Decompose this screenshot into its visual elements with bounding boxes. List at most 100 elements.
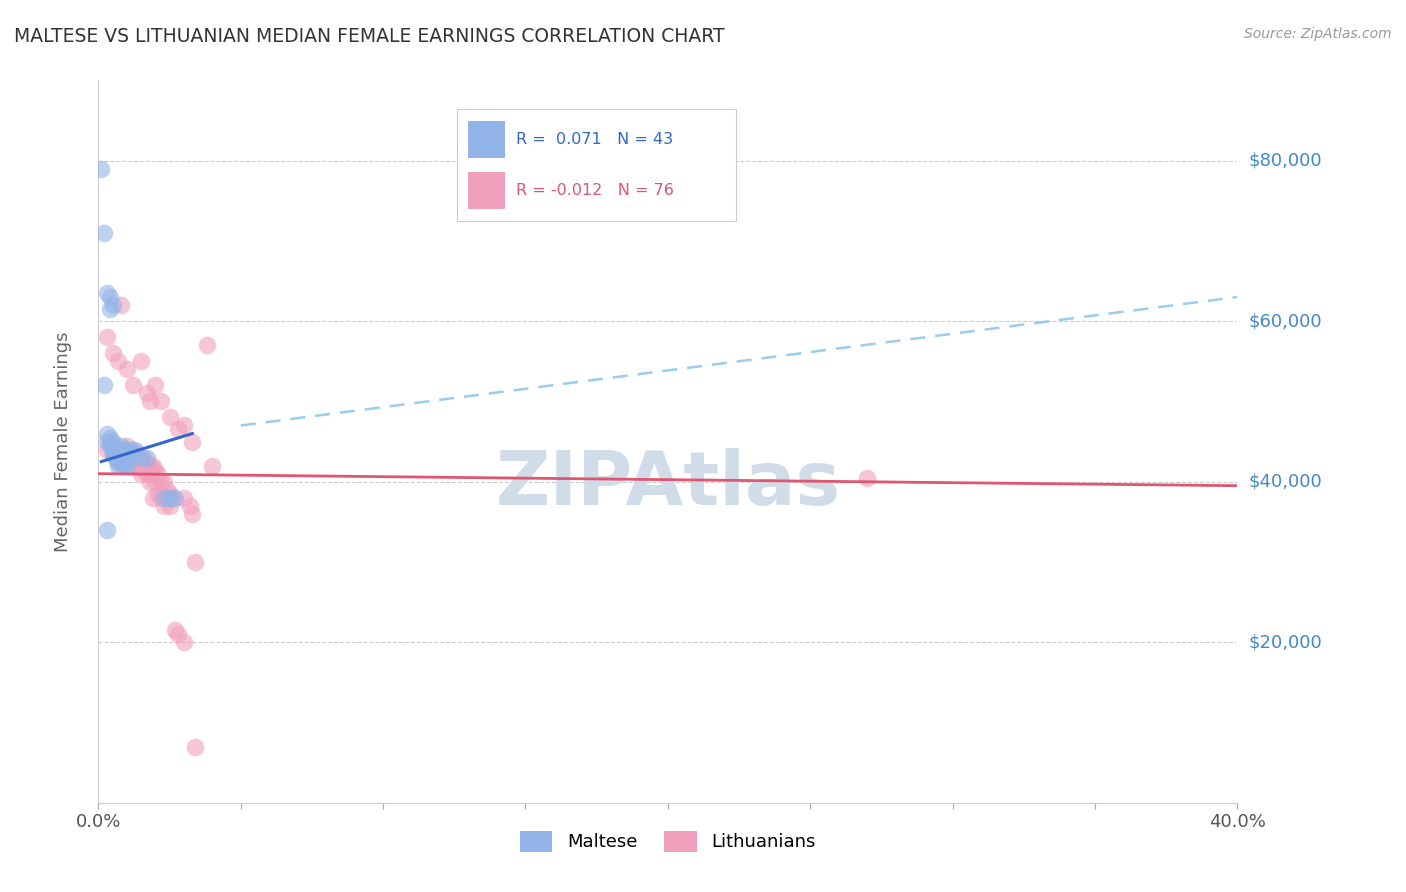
- Point: [127, 450, 149, 465]
- Point: [115, 362, 138, 376]
- Point: [121, 450, 143, 465]
- Point: [129, 354, 152, 368]
- Point: [104, 450, 127, 465]
- Point: [135, 386, 157, 401]
- Point: [104, 450, 127, 465]
- Point: [181, 434, 204, 449]
- Point: [101, 298, 124, 312]
- Point: [124, 446, 146, 460]
- Point: [101, 434, 124, 449]
- Point: [129, 450, 152, 465]
- Point: [181, 507, 204, 521]
- Point: [101, 442, 124, 457]
- Point: [110, 446, 132, 460]
- Point: [141, 491, 163, 505]
- Point: [101, 438, 124, 452]
- Text: $60,000: $60,000: [1249, 312, 1322, 330]
- Point: [132, 450, 155, 465]
- Point: [179, 499, 201, 513]
- Point: [118, 442, 141, 457]
- Legend: Maltese, Lithuanians: Maltese, Lithuanians: [513, 823, 823, 859]
- Point: [112, 454, 135, 468]
- Point: [138, 467, 160, 481]
- Point: [856, 470, 879, 484]
- Text: $20,000: $20,000: [1249, 633, 1322, 651]
- Point: [118, 446, 141, 460]
- Point: [127, 458, 149, 473]
- Point: [104, 446, 127, 460]
- Point: [101, 346, 124, 360]
- Point: [150, 491, 173, 505]
- Point: [118, 446, 141, 460]
- Point: [138, 394, 160, 409]
- Text: MALTESE VS LITHUANIAN MEDIAN FEMALE EARNINGS CORRELATION CHART: MALTESE VS LITHUANIAN MEDIAN FEMALE EARN…: [14, 27, 724, 45]
- Point: [153, 491, 176, 505]
- Point: [165, 623, 187, 637]
- Point: [104, 442, 127, 457]
- Point: [118, 450, 141, 465]
- Point: [115, 442, 138, 457]
- Point: [159, 410, 181, 425]
- Point: [132, 454, 155, 468]
- Text: $40,000: $40,000: [1249, 473, 1322, 491]
- Point: [101, 446, 124, 460]
- Point: [121, 454, 143, 468]
- Point: [107, 458, 129, 473]
- Y-axis label: Median Female Earnings: Median Female Earnings: [53, 331, 72, 552]
- Point: [98, 430, 121, 444]
- Point: [110, 450, 132, 465]
- Point: [129, 450, 152, 465]
- Point: [129, 458, 152, 473]
- Point: [112, 442, 135, 457]
- Point: [115, 442, 138, 457]
- Point: [112, 458, 135, 473]
- Point: [138, 475, 160, 489]
- Point: [138, 458, 160, 473]
- Point: [173, 418, 195, 433]
- Point: [153, 499, 176, 513]
- Point: [110, 442, 132, 457]
- Point: [148, 486, 170, 500]
- Point: [115, 438, 138, 452]
- Point: [135, 458, 157, 473]
- Point: [124, 458, 146, 473]
- Point: [112, 450, 135, 465]
- Point: [110, 438, 132, 452]
- Point: [98, 301, 121, 316]
- Point: [96, 285, 118, 300]
- Point: [90, 161, 112, 176]
- Point: [110, 446, 132, 460]
- Point: [101, 446, 124, 460]
- Point: [96, 523, 118, 537]
- Point: [121, 378, 143, 392]
- Point: [173, 491, 195, 505]
- Point: [96, 434, 118, 449]
- Point: [110, 450, 132, 465]
- Text: $80,000: $80,000: [1249, 152, 1322, 169]
- Point: [112, 442, 135, 457]
- Point: [121, 446, 143, 460]
- Point: [112, 454, 135, 468]
- Point: [159, 486, 181, 500]
- Point: [93, 378, 115, 392]
- Point: [145, 378, 167, 392]
- Point: [124, 450, 146, 465]
- Point: [98, 434, 121, 449]
- Point: [115, 450, 138, 465]
- Point: [135, 450, 157, 465]
- Point: [96, 442, 118, 457]
- Point: [201, 458, 224, 473]
- Point: [132, 462, 155, 476]
- Point: [112, 446, 135, 460]
- Point: [141, 467, 163, 481]
- Point: [165, 491, 187, 505]
- Point: [110, 454, 132, 468]
- Point: [150, 394, 173, 409]
- Point: [184, 555, 207, 569]
- Point: [129, 467, 152, 481]
- Point: [135, 467, 157, 481]
- Point: [115, 458, 138, 473]
- Point: [115, 450, 138, 465]
- Point: [167, 422, 190, 436]
- Point: [107, 450, 129, 465]
